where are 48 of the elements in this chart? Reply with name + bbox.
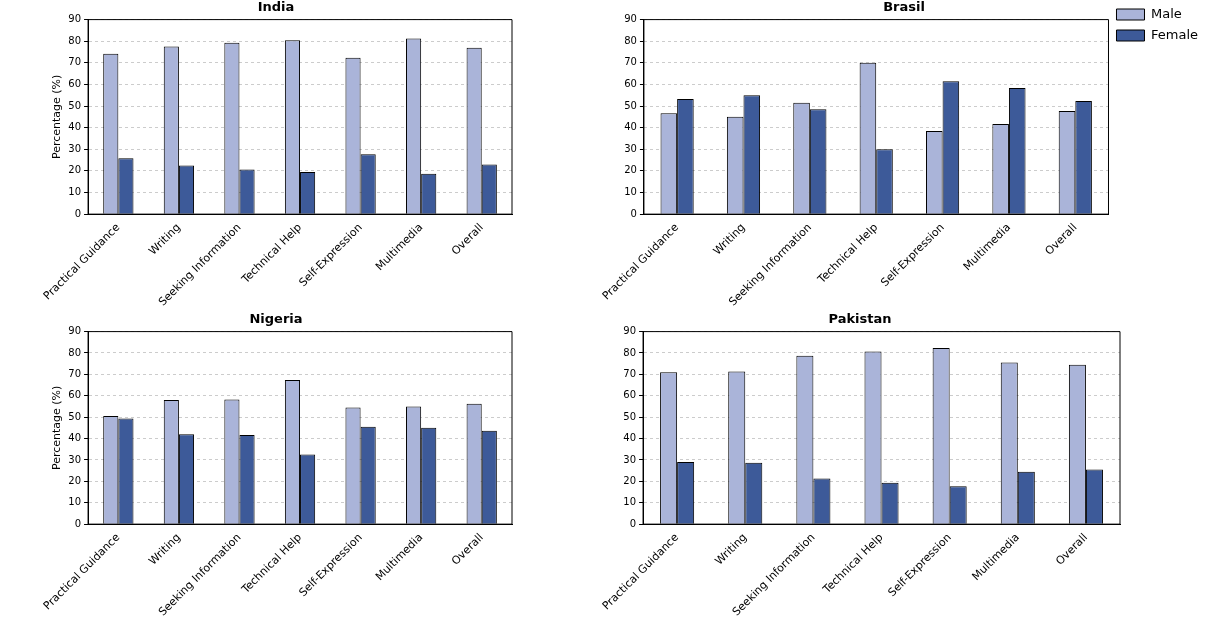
y-tick-label: 20: [68, 164, 82, 176]
y-tick-label: 90: [68, 13, 82, 25]
y-tick-label: 10: [68, 496, 82, 508]
y-tick-label: 60: [68, 389, 82, 401]
y-tick-label: 40: [68, 432, 82, 444]
y-tick-label: 30: [68, 453, 82, 465]
y-tick-label: 50: [624, 99, 637, 111]
y-tick-label: 30: [68, 142, 82, 154]
chart-title: Brasil: [883, 0, 925, 15]
chart-title: India: [257, 0, 295, 15]
y-axis-title: Percentage (%): [49, 74, 63, 160]
y-tick-label: 40: [623, 432, 637, 444]
y-tick-label: 40: [624, 121, 637, 133]
y-tick-label: 20: [624, 164, 637, 176]
y-tick-label: 50: [68, 99, 82, 111]
y-tick-label: 0: [74, 517, 82, 529]
y-tick-label: 70: [623, 367, 637, 379]
y-tick-label: 70: [68, 367, 82, 379]
y-tick-label: 70: [68, 56, 82, 68]
y-tick-label: 80: [624, 34, 637, 46]
y-tick-label: 80: [623, 346, 637, 358]
y-tick-label: 90: [624, 13, 637, 25]
y-tick-label: 70: [624, 56, 637, 68]
y-axis-title: Percentage (%): [49, 385, 63, 471]
legend-label: Male: [1151, 5, 1182, 21]
y-tick-label: 10: [624, 186, 637, 198]
y-tick-label: 50: [623, 410, 637, 422]
y-tick-label: 40: [68, 121, 82, 133]
y-tick-label: 20: [623, 474, 637, 486]
y-tick-label: 50: [68, 410, 82, 422]
y-tick-label: 90: [623, 325, 637, 337]
y-tick-label: 20: [68, 474, 82, 486]
y-tick-label: 60: [623, 389, 637, 401]
chart-title: Pakistan: [828, 311, 892, 327]
y-tick-label: 30: [623, 453, 637, 465]
y-tick-label: 60: [68, 78, 82, 90]
y-tick-label: 60: [624, 78, 637, 90]
legend-label: Female: [1151, 26, 1199, 42]
y-tick-label: 0: [74, 207, 82, 219]
y-tick-label: 90: [68, 325, 82, 337]
y-tick-label: 30: [624, 142, 637, 154]
y-tick-label: 0: [629, 517, 637, 529]
chart-title: Nigeria: [249, 311, 303, 327]
y-tick-label: 0: [630, 207, 637, 219]
y-tick-label: 80: [68, 34, 82, 46]
y-tick-label: 10: [623, 496, 637, 508]
y-tick-label: 10: [68, 186, 82, 198]
y-tick-label: 80: [68, 346, 82, 358]
